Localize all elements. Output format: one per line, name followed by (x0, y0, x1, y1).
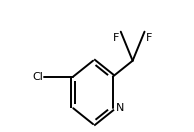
Text: F: F (112, 33, 119, 43)
Text: Cl: Cl (32, 72, 43, 82)
Text: N: N (116, 103, 125, 113)
Text: F: F (146, 33, 152, 43)
